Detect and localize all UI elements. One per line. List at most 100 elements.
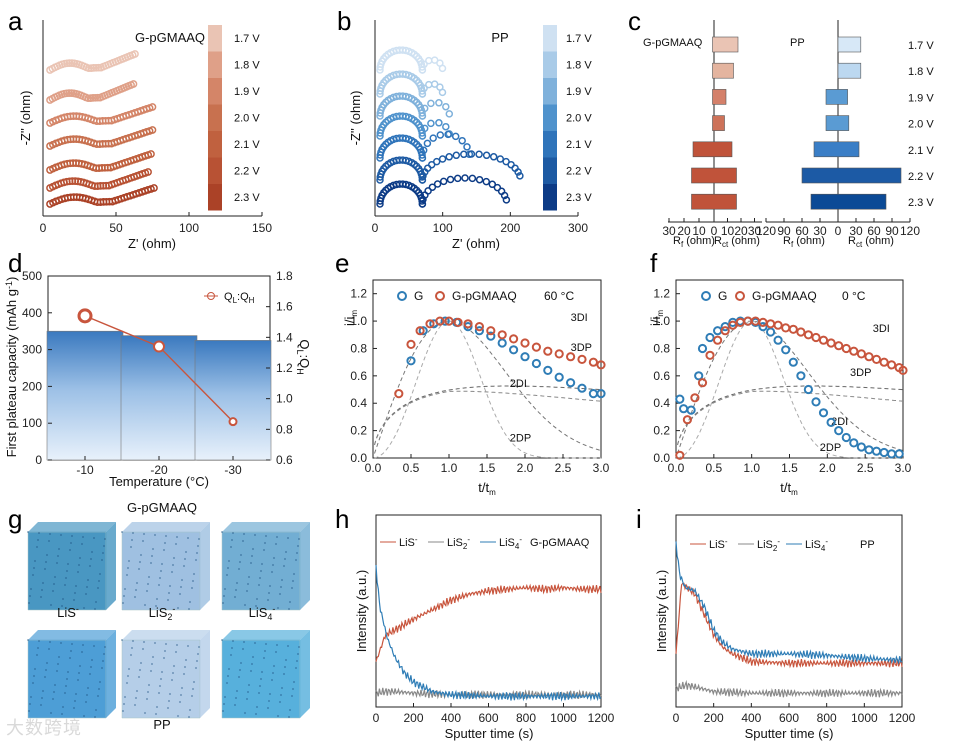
cube-speckle (183, 673, 185, 675)
data-point-p (864, 352, 874, 362)
tick-label-c: 60 (795, 224, 809, 238)
cube-speckle (146, 590, 148, 592)
cube-speckle (45, 561, 47, 563)
color-scale-a: 1.7 V 1.8 V 1.9 V 2.0 V 2.1 V 2.2 V 2.3 V (208, 25, 260, 211)
tick-label-c: 30 (748, 224, 762, 238)
cube-speckle (148, 576, 150, 578)
sample-label-i: PP (860, 539, 875, 551)
data-point-g (818, 408, 829, 418)
data-point-p (841, 343, 851, 354)
cube-speckle (264, 650, 266, 652)
cube-speckle (252, 656, 254, 658)
ylabel-d: First plateau capacity (mAh g-1) (4, 277, 19, 458)
data-point-a (65, 59, 74, 67)
cube-speckle (152, 656, 154, 658)
sample-label-a: G-pGMAAQ (135, 30, 205, 45)
cube-speckle (277, 715, 279, 717)
cube-speckle (30, 588, 32, 590)
bar-c-right (825, 115, 850, 131)
panel-label-d: d (8, 248, 22, 278)
cube-speckle (239, 561, 241, 563)
data-point-b (435, 99, 443, 107)
cube-speckle (185, 551, 187, 553)
cube-speckle (42, 690, 44, 692)
cube-speckle (132, 640, 134, 642)
data-point-b (442, 122, 450, 131)
cube-speckle (291, 695, 293, 697)
cube-speckle (69, 657, 71, 659)
cube-speckle (104, 538, 106, 540)
data-point-b (458, 136, 466, 145)
cube-speckle (146, 698, 148, 700)
data-point-p (834, 341, 844, 351)
cube-speckle (46, 662, 48, 664)
voltage-label-c: 2.0 V (908, 119, 934, 131)
capacity-bars-d (46, 330, 272, 461)
model-curve-3di (677, 385, 904, 445)
cube-speckle (144, 712, 146, 714)
model-curve-2di (677, 320, 904, 454)
model-curve-2di (374, 320, 602, 454)
cube-speckle (297, 545, 299, 547)
xtick-label: 2.5 (857, 461, 874, 475)
cube-speckle (263, 657, 265, 659)
title-g-top: G-pGMAAQ (127, 500, 197, 515)
cube-speckle (181, 579, 183, 581)
legend-label-h-3: LiS4- (499, 535, 522, 551)
tick-label-c: 30 (849, 224, 863, 238)
tick-label-c: 120 (756, 224, 776, 238)
cube-face-side (200, 630, 210, 718)
cube-speckle (134, 596, 136, 598)
ylabel-i: Intensity (a.u.) (654, 570, 669, 652)
data-point-g (554, 372, 564, 382)
rf-label-c-right: Rf (ohm) (783, 235, 825, 249)
cube-speckle (227, 675, 229, 677)
data-point-g (686, 405, 696, 415)
cube-speckle (189, 601, 191, 603)
color-scale-swatch-a (208, 104, 222, 131)
xtick-label-b: 0 (372, 221, 379, 235)
cube-speckle (279, 593, 281, 595)
cube-speckle (255, 605, 257, 607)
color-scale-label-a: 2.0 V (234, 113, 260, 125)
cube-face-side (300, 522, 310, 610)
cube-speckle (147, 691, 149, 693)
cube-speckle (272, 672, 274, 674)
data-point-p (520, 338, 530, 348)
cube-speckle (224, 588, 226, 590)
cube-speckle (98, 688, 100, 690)
cube-speckle (40, 596, 42, 598)
series-line-2 (675, 679, 903, 699)
color-scale-swatch-a (208, 157, 222, 184)
data-point-p (766, 319, 776, 329)
cube-speckle (90, 666, 92, 668)
curve-label-2di: 2DI (510, 378, 527, 390)
cube-speckle (52, 698, 54, 700)
cube-speckle (56, 562, 58, 564)
data-point-b (493, 183, 502, 192)
data-point-p (898, 365, 908, 375)
cube-speckle (83, 715, 85, 717)
cube-speckle (183, 565, 185, 567)
cube-speckle (189, 709, 191, 711)
cube-speckle (155, 605, 157, 607)
cube-speckle (175, 543, 177, 545)
legend-marker-e-g (397, 291, 407, 301)
data-point-a (148, 126, 157, 134)
data-point-g (796, 371, 806, 381)
cube-speckle (240, 662, 242, 664)
cube-speckle (176, 644, 178, 646)
capacity-bar-d (120, 335, 198, 461)
cube-speckle (135, 697, 137, 699)
cube-speckle (167, 707, 169, 709)
xlabel-i: Sputter time (s) (745, 726, 834, 741)
color-scale-label-b: 2.0 V (566, 113, 592, 125)
data-point-b (500, 191, 509, 200)
cube-speckle (224, 696, 226, 698)
data-point-a (147, 150, 155, 158)
cube-speckle (292, 688, 294, 690)
ytick-label: 0.8 (350, 341, 367, 355)
xtick-label: 200 (403, 711, 423, 725)
xtick-label: 3.0 (593, 461, 610, 475)
cube-speckle (193, 573, 195, 575)
